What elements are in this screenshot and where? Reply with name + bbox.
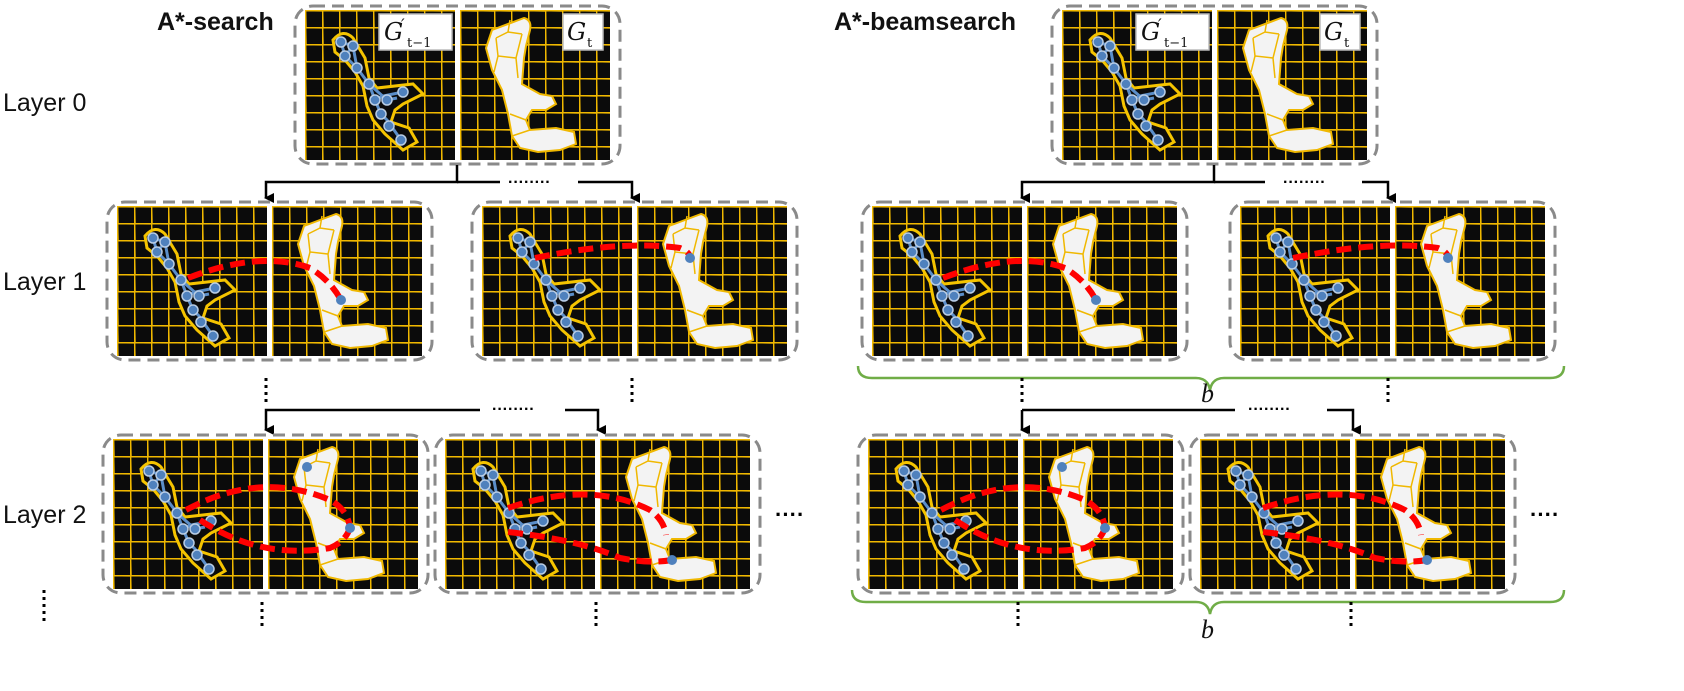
- panel-title-astar-beamsearch: A*-beamsearch: [834, 8, 1016, 36]
- layer2-node-a-right: [858, 435, 1183, 593]
- svg-text:········: ········: [1283, 174, 1326, 191]
- vertical-ellipsis: [264, 378, 634, 402]
- expand-arrows-layer1-right: [1022, 408, 1361, 430]
- beam-width-label-2: b: [1201, 615, 1214, 644]
- ellipsis-more-right: ····: [1530, 502, 1559, 527]
- layer1-node-b-left: [472, 202, 797, 360]
- svg-text:t−1: t−1: [1164, 36, 1188, 51]
- layer-2-label: Layer 2: [3, 501, 86, 529]
- svg-text:t: t: [1344, 36, 1350, 51]
- layer1-node-b-right: [1230, 202, 1555, 360]
- layer-0-label: Layer 0: [3, 89, 86, 117]
- ellipsis-more-left: ····: [775, 502, 804, 527]
- root-node-pair-left: G ′ t−1 G t: [295, 6, 620, 164]
- svg-text:′: ′: [401, 15, 405, 34]
- layer2-node-a-left: [103, 435, 428, 593]
- root-node-pair-right: G ′ t−1 G t: [1052, 6, 1377, 164]
- svg-text:′: ′: [1158, 15, 1162, 34]
- ellipsis-children: ········: [508, 174, 551, 191]
- expand-arrows-layer0-right: [1020, 165, 1396, 203]
- brace-icon: [850, 589, 1566, 615]
- label-box-curr: [562, 13, 604, 51]
- expand-arrows-layer0-left: [264, 165, 640, 203]
- layer1-node-a-left: [107, 202, 432, 360]
- layer-1-label: Layer 1: [3, 268, 86, 296]
- graph-label-curr: G: [567, 18, 586, 46]
- label-box-prev: [378, 13, 453, 51]
- svg-text:G: G: [1141, 18, 1160, 46]
- svg-text:t−1: t−1: [407, 36, 431, 51]
- svg-text:t: t: [587, 36, 593, 51]
- svg-text:········: ········: [1248, 401, 1291, 418]
- brace-icon: [856, 365, 1566, 391]
- panel-title-astar-search: A*-search: [157, 8, 274, 36]
- layer2-node-b-left: [435, 435, 760, 593]
- expand-arrows-layer1-left: [266, 408, 606, 430]
- layer2-node-b-right: [1190, 435, 1515, 593]
- ellipsis-children-2: ········: [492, 401, 535, 418]
- beam-width-label: b: [1201, 379, 1214, 408]
- svg-text:G: G: [1324, 18, 1343, 46]
- layer1-node-a-right: [862, 202, 1187, 360]
- graph-label-prev: G: [384, 18, 403, 46]
